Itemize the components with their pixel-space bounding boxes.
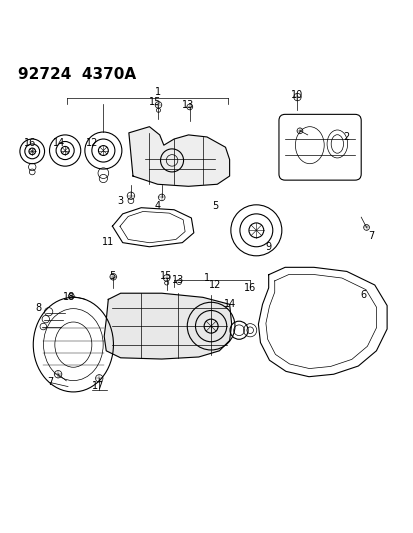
Text: 4: 4 (154, 200, 160, 211)
Text: 17: 17 (92, 381, 104, 391)
Text: 16: 16 (24, 138, 36, 148)
Text: 2: 2 (343, 132, 349, 142)
Text: 10: 10 (291, 90, 303, 100)
Text: 15: 15 (159, 271, 172, 280)
Polygon shape (104, 293, 231, 359)
Text: 8: 8 (35, 303, 41, 313)
Text: 15: 15 (149, 97, 161, 107)
Text: 12: 12 (85, 138, 98, 148)
Text: 7: 7 (368, 231, 374, 241)
Text: 5: 5 (109, 271, 115, 280)
Text: 1: 1 (204, 273, 209, 283)
Text: 9: 9 (265, 242, 271, 252)
Text: 6: 6 (359, 290, 366, 300)
Text: 13: 13 (182, 100, 194, 110)
Text: 14: 14 (53, 138, 65, 148)
Text: 11: 11 (102, 237, 114, 247)
Text: 7: 7 (47, 377, 54, 387)
Text: 5: 5 (211, 200, 218, 211)
Text: 14: 14 (223, 300, 235, 309)
Text: 92724  4370A: 92724 4370A (18, 67, 135, 82)
Text: 12: 12 (209, 280, 221, 290)
Text: 16: 16 (244, 283, 256, 293)
Polygon shape (128, 127, 229, 187)
Text: 1: 1 (154, 87, 160, 96)
Text: 3: 3 (117, 196, 123, 206)
Text: 18: 18 (63, 292, 75, 302)
Text: 13: 13 (172, 274, 184, 285)
